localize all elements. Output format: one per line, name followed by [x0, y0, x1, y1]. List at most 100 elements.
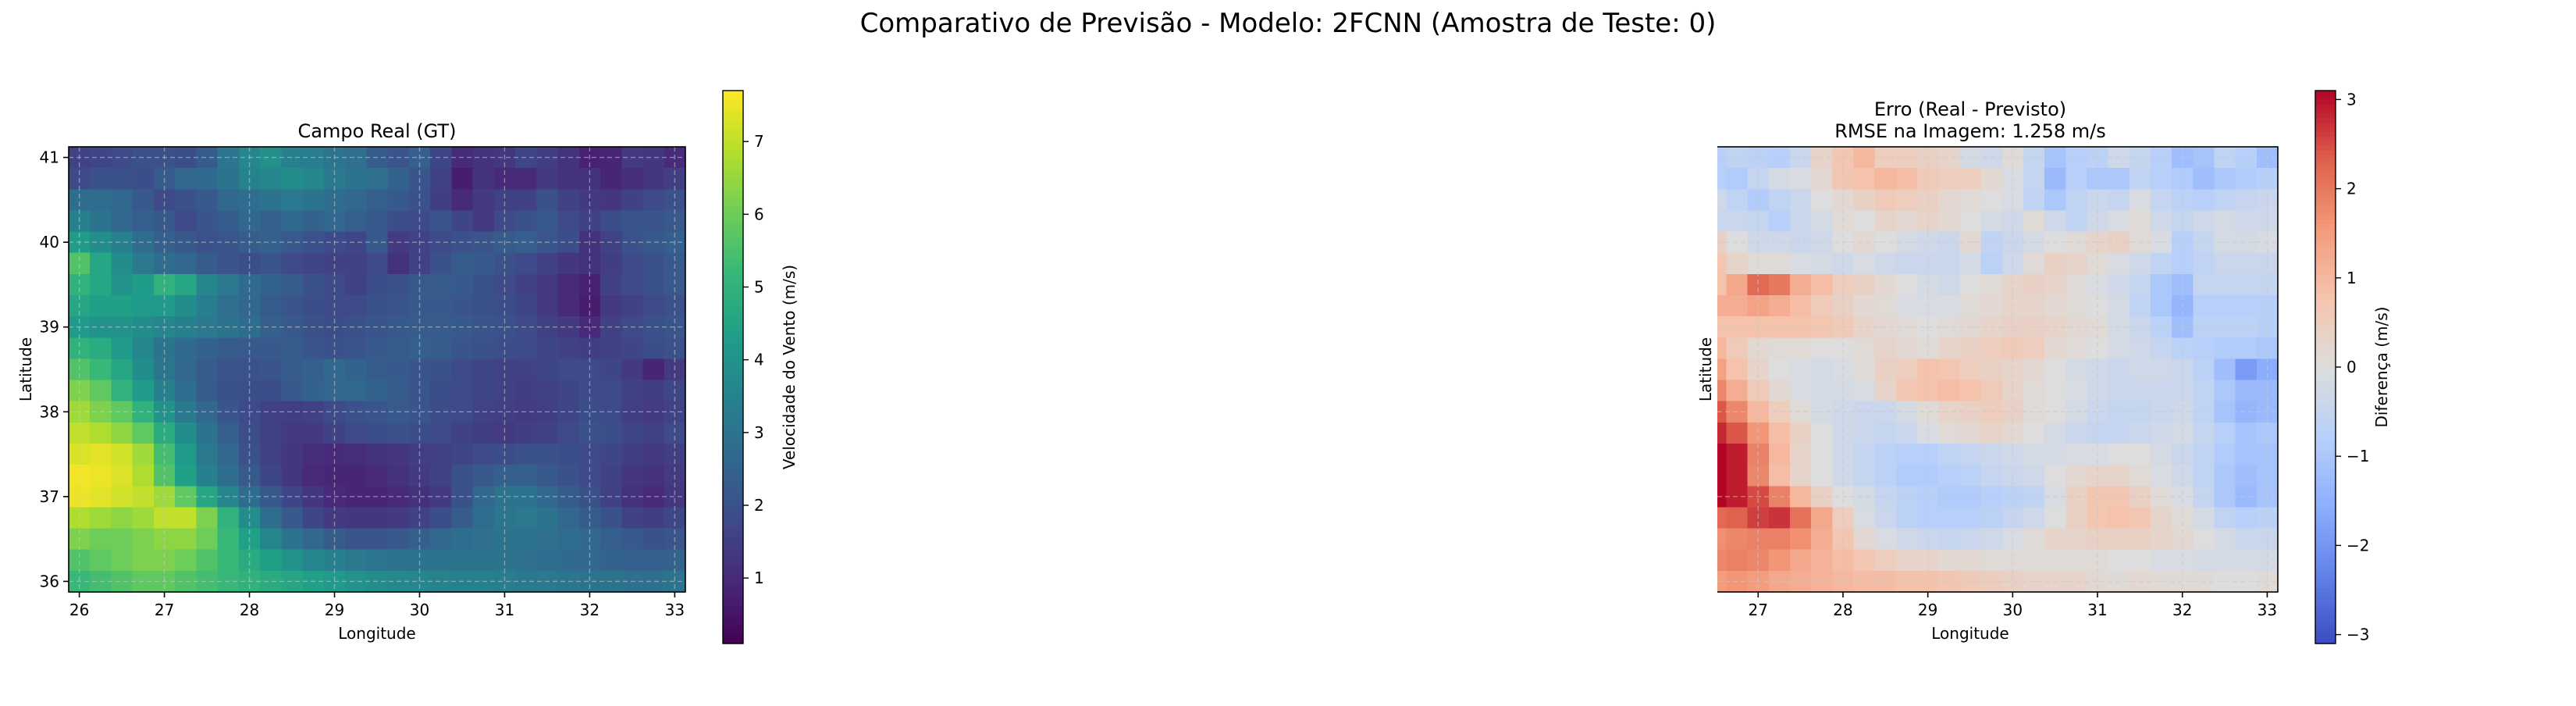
heatmap-cell — [260, 147, 283, 169]
heatmap-cell — [408, 273, 431, 296]
heatmap-cell — [90, 358, 112, 381]
heatmap-cell — [600, 168, 622, 190]
panel-real: Campo Real (GT) 26 27 28 29 30 31 32 33 Longitude… — [0, 0, 859, 706]
colorbar-segment — [2315, 155, 2336, 161]
heatmap-cell — [132, 422, 155, 444]
colorbar-segment — [723, 109, 743, 115]
heatmap-cell — [366, 507, 389, 530]
colorbar-segment — [2315, 321, 2336, 326]
heatmap-cell — [281, 189, 304, 212]
heatmap-cell — [153, 189, 176, 212]
colorbar-segment — [723, 394, 743, 400]
panel-title-line1: Erro (Real - Previsto) — [1874, 98, 2066, 120]
colorbar-segment — [2315, 91, 2336, 96]
heatmap-cell — [472, 380, 495, 402]
heatmap-cell — [2129, 549, 2151, 572]
colorbar-segment — [723, 159, 743, 165]
heatmap-cell — [345, 380, 367, 402]
heatmap-cell — [1853, 507, 1876, 530]
heatmap-cell — [2172, 337, 2194, 360]
gridlines — [69, 147, 685, 592]
colorbar-segment — [723, 205, 743, 211]
heatmap-cell — [493, 570, 516, 593]
colorbar-segment — [723, 519, 743, 525]
colorbar-segment — [723, 353, 743, 358]
colorbar-segment — [723, 127, 743, 133]
heatmap-cell — [2129, 380, 2151, 402]
heatmap-cell — [1705, 528, 1727, 551]
heatmap-cell — [281, 210, 304, 233]
heatmap-cell — [90, 444, 112, 465]
colorbar-segment — [2315, 583, 2336, 589]
y-axis-label: Latitude — [16, 337, 35, 401]
heatmap-cell — [621, 210, 644, 233]
heatmap-cell — [111, 444, 133, 465]
colorbar-segment — [2315, 555, 2336, 562]
colorbar-segment — [723, 579, 743, 584]
heatmap-cell — [642, 337, 665, 360]
heatmap-cell — [217, 422, 240, 444]
heatmap-cell — [2001, 189, 2024, 212]
heatmap-cell — [408, 422, 431, 444]
heatmap-cell — [1917, 252, 1939, 275]
colorbar-segment — [2315, 445, 2336, 451]
heatmap-cell — [621, 252, 644, 275]
heatmap-cell — [1959, 465, 1982, 487]
colorbar-segment — [723, 261, 743, 266]
heatmap-cell — [111, 358, 133, 381]
heatmap-cell — [387, 295, 410, 317]
heatmap-cell — [1895, 444, 1918, 465]
x-tick-label: 26 — [69, 601, 89, 619]
heatmap-cell — [260, 570, 283, 593]
heatmap-cell — [196, 147, 219, 169]
heatmap-cell — [1938, 486, 1961, 508]
colorbar-segment — [723, 251, 743, 257]
heatmap-cell — [472, 337, 495, 360]
colorbar-segment — [2315, 334, 2336, 341]
heatmap-cell — [2214, 210, 2236, 233]
colorbar-segment — [2315, 358, 2336, 363]
colorbar-segment — [2315, 325, 2336, 331]
heatmap-cell — [366, 422, 389, 444]
colorbar-segment — [723, 574, 743, 579]
heatmap-cell — [430, 444, 452, 465]
heatmap-cell — [1768, 549, 1791, 572]
heatmap-cell — [1726, 295, 1749, 317]
heatmap-cell — [2108, 549, 2130, 572]
heatmap-cell — [345, 189, 367, 212]
heatmap-cell — [323, 252, 346, 275]
heatmap-cell — [1705, 444, 1727, 465]
heatmap-cell — [281, 273, 304, 296]
heatmap-cell — [1874, 189, 1897, 212]
heatmap-cell — [1811, 210, 1833, 233]
heatmap-cell — [642, 147, 665, 169]
heatmap-cell — [578, 401, 601, 423]
heatmap-cell — [260, 231, 283, 254]
heatmap-cell — [1895, 422, 1918, 444]
heatmap-cell — [196, 486, 219, 508]
heatmap-cell — [2044, 358, 2066, 381]
heatmap-cell — [238, 273, 261, 296]
x-tick-label: 31 — [2087, 601, 2107, 619]
heatmap-cell — [302, 189, 325, 212]
heatmap-cell — [1726, 422, 1749, 444]
heatmap-cell — [642, 189, 665, 212]
heatmap-cell — [2129, 189, 2151, 212]
heatmap-cell — [1874, 422, 1897, 444]
colorbar-label: Velocidade do Vento (m/s) — [780, 265, 799, 469]
heatmap-cell — [260, 189, 283, 212]
heatmap-cell — [1790, 528, 1812, 551]
heatmap-cell — [69, 337, 91, 360]
heatmap-cell — [557, 273, 580, 296]
colorbar-segment — [723, 191, 743, 198]
heatmap-cell — [472, 528, 495, 551]
heatmap-cell — [2087, 570, 2109, 593]
heatmap-cell — [238, 189, 261, 212]
heatmap-cell — [642, 570, 665, 593]
colorbar-segment — [2315, 302, 2336, 308]
heatmap-cell — [2214, 444, 2236, 465]
heatmap-cell — [1853, 231, 1876, 254]
heatmap-cell — [1959, 252, 1982, 275]
heatmap-cell — [302, 252, 325, 275]
heatmap-cell — [430, 401, 452, 423]
